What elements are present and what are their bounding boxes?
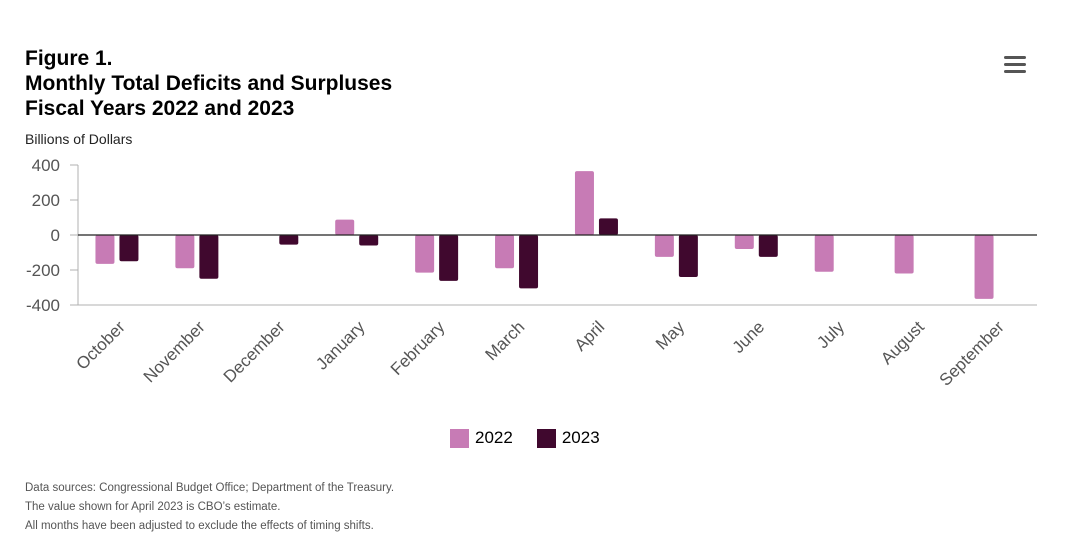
legend-item-2022[interactable]: 2022 [450, 428, 513, 448]
x-tick-label-july: July [813, 317, 848, 352]
y-tick-label: 200 [32, 191, 60, 210]
bar-2022-may [655, 235, 674, 257]
x-tick-label-september: September [936, 317, 1008, 389]
x-tick-label-december: December [220, 317, 289, 386]
bar-2023-may [679, 235, 698, 277]
bar-2023-november [199, 235, 218, 279]
bar-2022-november [175, 235, 194, 268]
bar-2023-april [599, 218, 618, 235]
bar-chart: 400 200 0 -200 -400 October November December Ja… [0, 150, 1080, 430]
bar-2022-january [335, 220, 354, 235]
bar-2022-april [575, 171, 594, 235]
title-line-2: Monthly Total Deficits and Surpluses [25, 71, 392, 96]
x-tick-label-may: May [652, 317, 688, 353]
legend-label-2022: 2022 [475, 428, 513, 448]
bar-2022-august [895, 235, 914, 274]
x-tick-label-april: April [571, 317, 608, 354]
y-axis-unit-label: Billions of Dollars [25, 131, 132, 147]
x-tick-label-february: February [387, 317, 449, 379]
x-tick-label-june: June [729, 317, 769, 357]
legend-item-2023[interactable]: 2023 [537, 428, 600, 448]
y-tick-label: 0 [51, 226, 60, 245]
bar-2023-january [359, 235, 378, 246]
note-april-estimate: The value shown for April 2023 is CBO’s … [25, 498, 394, 517]
legend: 2022 2023 [450, 428, 624, 448]
title-line-1: Figure 1. [25, 46, 392, 71]
bar-2022-october [95, 235, 114, 264]
chart-title: Figure 1. Monthly Total Deficits and Sur… [25, 46, 392, 121]
bar-2023-march [519, 235, 538, 288]
legend-label-2023: 2023 [562, 428, 600, 448]
x-tick-label-november: November [140, 317, 209, 386]
bar-2022-march [495, 235, 514, 268]
note-timing-shifts: All months have been adjusted to exclude… [25, 517, 394, 536]
title-line-3: Fiscal Years 2022 and 2023 [25, 96, 392, 121]
x-tick-label-january: January [312, 317, 369, 374]
legend-swatch-2023 [537, 429, 556, 448]
legend-swatch-2022 [450, 429, 469, 448]
bar-2023-october [119, 235, 138, 261]
x-tick-label-march: March [482, 317, 529, 364]
bar-2022-september [975, 235, 994, 299]
y-tick-label: 400 [32, 156, 60, 175]
hamburger-menu-icon[interactable] [1004, 56, 1026, 74]
x-tick-label-october: October [73, 317, 129, 373]
y-tick-label: -200 [26, 261, 60, 280]
bar-2022-february [415, 235, 434, 273]
bar-2022-july [815, 235, 834, 272]
note-sources: Data sources: Congressional Budget Offic… [25, 479, 394, 498]
bar-2022-june [735, 235, 754, 249]
source-notes: Data sources: Congressional Budget Offic… [25, 479, 394, 536]
x-tick-label-august: August [877, 317, 928, 368]
bar-2023-june [759, 235, 778, 257]
y-tick-label: -400 [26, 296, 60, 315]
bar-2023-february [439, 235, 458, 281]
bar-2023-december [279, 235, 298, 245]
